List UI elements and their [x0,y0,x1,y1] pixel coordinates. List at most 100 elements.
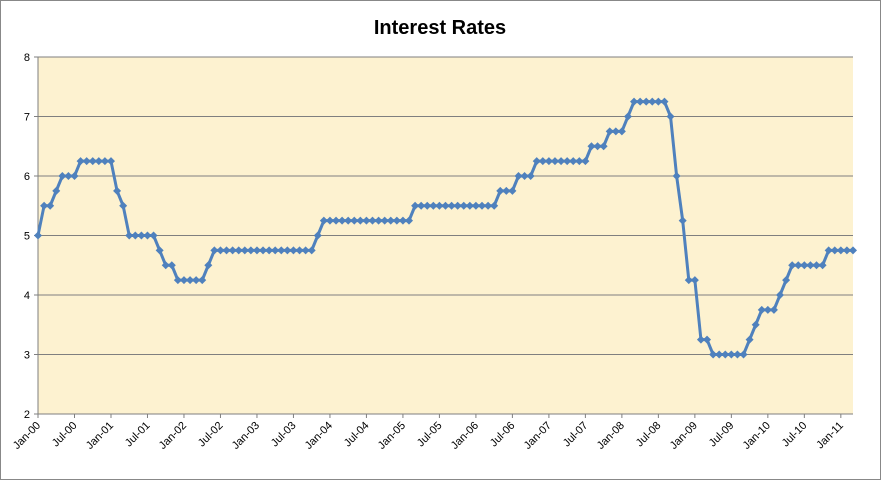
data-point [423,201,432,210]
chart-title: Interest Rates [374,17,506,39]
data-point [362,216,371,225]
data-point [398,216,407,225]
data-point [623,112,632,121]
data-point [569,157,578,166]
data-point [179,276,188,285]
data-point [532,157,541,166]
data-point [295,246,304,255]
data-point [411,201,420,210]
data-point [161,261,170,270]
data-point [70,172,79,180]
data-point [228,246,237,255]
data-point [763,305,772,314]
data-point [471,201,480,210]
data-point [210,246,219,255]
data-point [849,246,857,255]
data-point [338,216,347,225]
data-point [246,246,255,255]
data-point [186,276,195,285]
data-point [514,172,523,180]
data-point [167,261,176,270]
data-point [824,246,833,255]
data-point [490,201,499,210]
data-point [301,246,310,255]
data-point [812,261,821,270]
data-point [477,201,486,210]
data-point [34,231,42,240]
data-point [642,97,651,106]
data-point [344,216,353,225]
data-point [544,157,553,166]
data-point [830,246,839,255]
data-point [611,127,620,136]
data-point [198,276,207,285]
data-point [557,157,566,166]
data-point [405,216,414,225]
data-point [520,172,529,180]
data-point [392,216,401,225]
data-point [52,186,61,195]
y-tick-label: 5 [24,231,30,243]
data-point [782,276,791,285]
data-point [307,246,316,255]
data-point [654,97,663,106]
data-point [119,201,128,210]
data-point [587,142,596,151]
data-point [325,216,334,225]
y-tick-label: 4 [24,290,30,302]
data-point [715,350,724,359]
data-point [672,172,681,180]
data-point [605,127,614,136]
data-point [356,216,365,225]
data-point [204,261,213,270]
data-point [435,201,444,210]
data-point [630,97,639,106]
data-point [496,186,505,195]
data-point [76,157,85,166]
data-point [64,172,73,180]
data-point [100,157,109,166]
data-point [733,350,742,359]
data-point [82,157,91,166]
data-point [581,157,590,166]
data-point [745,335,754,344]
data-point [690,276,699,285]
data-point [417,201,426,210]
data-point [155,246,164,255]
data-point [149,231,158,240]
y-tick-label: 6 [24,171,30,183]
data-point [271,246,280,255]
data-point [526,172,535,180]
data-point [684,276,693,285]
data-point [836,246,845,255]
data-point [842,246,851,255]
data-point [313,231,322,240]
data-point [727,350,736,359]
data-point [216,246,225,255]
data-point [453,201,462,210]
data-point [636,97,645,106]
data-point [40,201,49,210]
data-point [192,276,201,285]
data-point [277,246,286,255]
data-point [441,201,450,210]
data-point [575,157,584,166]
data-point [721,350,730,359]
data-point [465,201,474,210]
y-tick-label: 7 [24,112,30,124]
data-point [137,231,146,240]
y-tick-label: 2 [24,409,30,421]
data-point [703,335,712,344]
data-point [173,276,182,285]
data-point [222,246,231,255]
data-point [289,246,298,255]
data-point [125,231,134,240]
data-point [806,261,815,270]
data-point [386,216,395,225]
data-point [538,157,547,166]
data-point [800,261,809,270]
data-point [113,186,122,195]
data-point [696,335,705,344]
